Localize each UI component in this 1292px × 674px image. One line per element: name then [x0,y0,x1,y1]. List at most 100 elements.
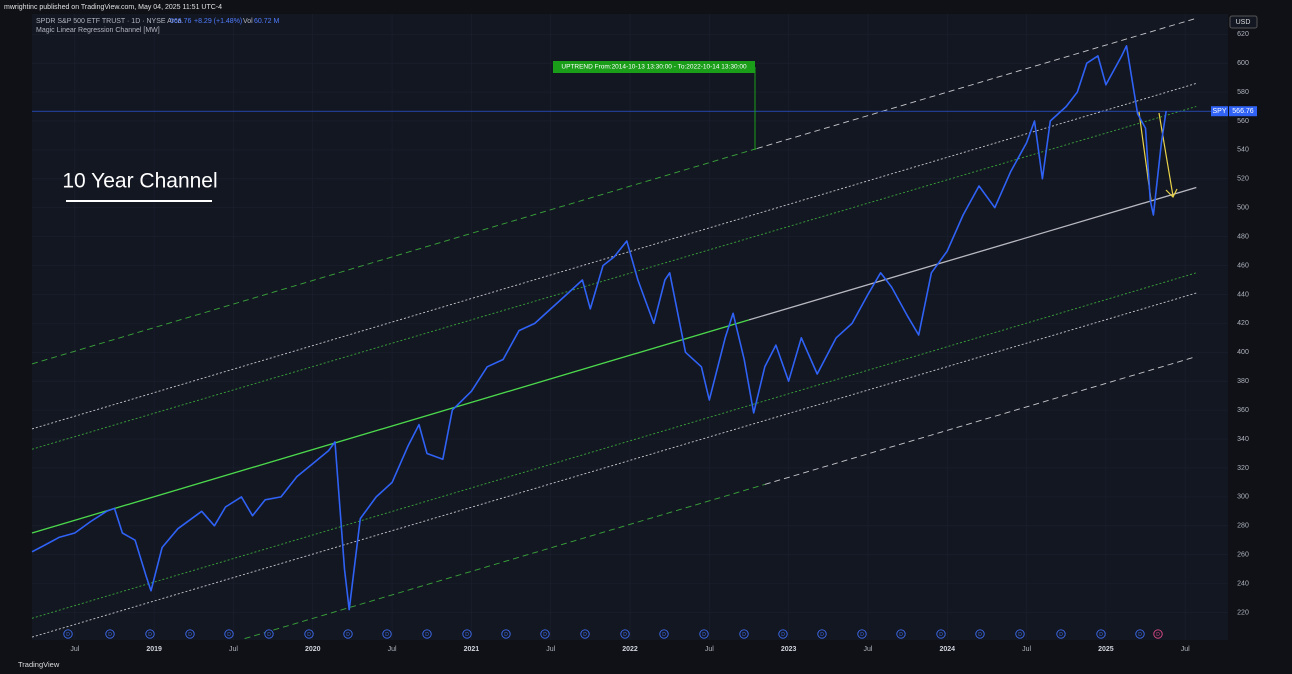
volume-label: Vol [243,18,253,25]
price-tag-label: 566.76 [1232,108,1254,115]
dividend-label: D [978,632,982,638]
dividend-marker [896,629,906,639]
y-tick-label: 440 [1237,291,1249,298]
price-series [31,45,1167,611]
currency-box [1229,15,1258,29]
dividend-label: D [899,632,903,638]
dividend-marker [145,629,155,639]
dividend-marker [185,629,195,639]
dividend-marker [343,629,353,639]
dividend-label: D [504,632,508,638]
x-tick-label: 2019 [146,646,162,653]
dividend-label: D [267,632,271,638]
channel [31,17,1197,640]
y-tick-label: 340 [1237,436,1249,443]
dividend-label: D [1018,632,1022,638]
channel-line [31,319,750,534]
dividend-label: D [939,632,943,638]
channel-line [748,186,1197,321]
dividend-marker [1015,629,1025,639]
y-tick-label: 620 [1237,31,1249,38]
dividend-label: D [227,632,231,638]
y-tick-label: 280 [1237,523,1249,530]
dividend-marker [580,629,590,639]
grid [32,14,1228,640]
x-tick-label: 2020 [305,646,321,653]
dividend-marker [304,629,314,639]
y-tick-label: 300 [1237,494,1249,501]
dividend-marker [620,629,630,639]
dividend-label: D [662,632,666,638]
y-tick-label: 520 [1237,176,1249,183]
dividend-marker [105,629,115,639]
dividend-marker [540,629,550,639]
price-tag [1229,106,1257,117]
channel-line [244,483,765,640]
dividend-marker [422,629,432,639]
dividend-label: D [425,632,429,638]
dividend-marker [1056,629,1066,639]
dividend-marker [817,629,827,639]
annotation-box [553,61,755,73]
y-tick-label: 320 [1237,465,1249,472]
y-tick-label: 380 [1237,378,1249,385]
dividend-label: D [1099,632,1103,638]
dividend-marker [1135,629,1145,639]
dividend-label: D [1156,632,1160,638]
dividend-label: D [742,632,746,638]
x-tick-label: Jul [229,646,238,653]
dividend-label: D [1059,632,1063,638]
x-tick-label: 2023 [781,646,797,653]
dividend-marker [778,629,788,639]
dividend-label: D [623,632,627,638]
dividend-label: D [820,632,824,638]
dividend-marker [739,629,749,639]
dividend-marker [501,629,511,639]
y-tick-label: 400 [1237,349,1249,356]
change: +8.29 (+1.48%) [194,18,242,25]
annotation: UPTREND From:2014-10-13 13:30:00 - To:20… [561,64,747,71]
y-tick-label: 460 [1237,262,1249,269]
y-tick-label: 540 [1237,147,1249,154]
y-tick-label: 220 [1237,609,1249,616]
x-tick-label: Jul [1181,646,1190,653]
dividend-label: D [781,632,785,638]
dividend-marker [857,629,867,639]
dividend-label: D [148,632,152,638]
x-tick-label: Jul [70,646,79,653]
x-tick-label: Jul [1022,646,1031,653]
symbol-label: SPY [1212,108,1226,115]
channel-line [764,356,1197,485]
y-tick-label: 560 [1237,118,1249,125]
dividend-marker [382,629,392,639]
y-tick-label: 260 [1237,552,1249,559]
dividend-label: D [346,632,350,638]
x-tick-label: 2024 [939,646,955,653]
dividend-label: D [702,632,706,638]
y-tick-label: 360 [1237,407,1249,414]
dividend-label: D [188,632,192,638]
channel-line [756,17,1197,149]
y-tick-label: 480 [1237,233,1249,240]
dividend-label: D [860,632,864,638]
channel-line [31,148,758,365]
last-price: 566.76 [170,18,192,25]
y-tick-label: 600 [1237,60,1249,67]
symbol: SPDR S&P 500 ETF TRUST · 1D · NYSE Arca [36,18,182,25]
symbol-tag [1211,106,1228,117]
x-tick-label: Jul [546,646,555,653]
x-tick-label: Jul [863,646,872,653]
dividend-marker [659,629,669,639]
dividend-marker [975,629,985,639]
footer-bar [0,656,1292,674]
channel-line [31,82,1197,430]
channel-line [31,272,1197,619]
dividend-marker [699,629,709,639]
footer-brand: TradingView [18,660,60,669]
dividend-marker [224,629,234,639]
x-tick-label: Jul [705,646,714,653]
dividend-label: D [1138,632,1142,638]
dividend-marker [264,629,274,639]
